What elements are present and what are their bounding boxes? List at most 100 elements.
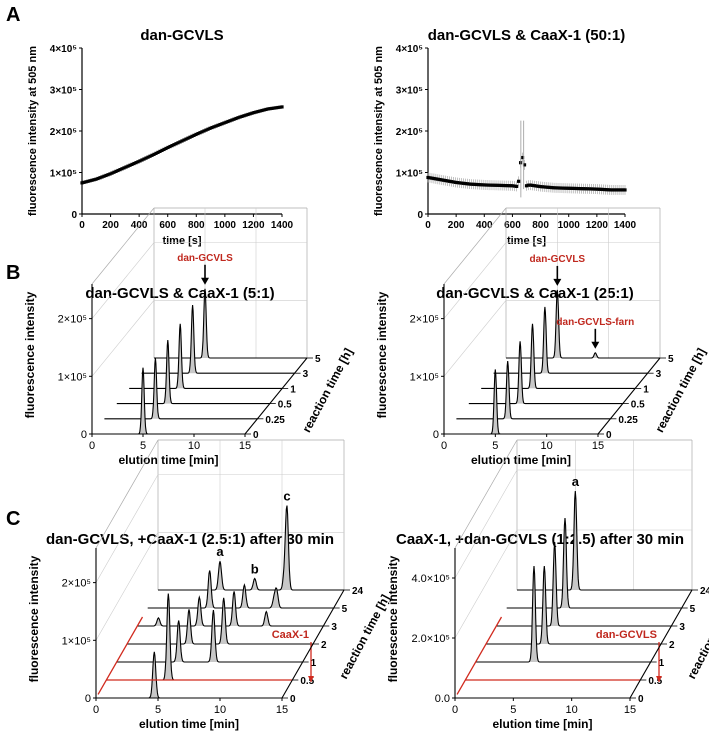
data-point [190, 134, 194, 138]
data-point [517, 179, 521, 183]
x-tick-label: 15 [624, 704, 636, 716]
chart-title: dan-GCVLS & CaaX-1 (25:1) [436, 285, 634, 302]
data-point [550, 186, 554, 190]
grid-line [95, 474, 159, 583]
x-tick-label: 15 [592, 440, 604, 452]
data-point [465, 182, 469, 186]
data-point [509, 184, 513, 188]
trace-fill [496, 542, 672, 626]
y-tick-label: 1×10⁵ [396, 169, 424, 180]
trace-line [141, 305, 295, 374]
data-point [540, 185, 544, 189]
data-point [156, 150, 160, 154]
data-point [274, 106, 278, 110]
data-point [448, 179, 452, 183]
trace-line [137, 591, 324, 627]
y-axis-label: fluorescence intensity [23, 291, 37, 418]
data-point [599, 187, 603, 191]
trace-line [147, 570, 334, 609]
data-point [536, 184, 540, 188]
data-point [150, 153, 154, 157]
annotation-arrowhead [591, 341, 600, 349]
data-point [210, 125, 214, 130]
chart-title: dan-GCVLS, +CaaX-1 (2.5:1) after 30 min [46, 531, 334, 548]
y-tick-label: 2×10⁵ [58, 314, 87, 326]
peak-annotation: dan-GCVLS [530, 254, 586, 265]
data-point [544, 185, 548, 189]
x-axis-label: elution time [min] [471, 453, 571, 467]
data-point [122, 166, 126, 170]
data-point [477, 183, 481, 187]
grid-line [454, 439, 518, 549]
data-point [619, 188, 623, 192]
data-point [238, 115, 242, 119]
highlight-line [456, 616, 503, 695]
data-point [218, 122, 222, 127]
data-point [262, 108, 266, 112]
x-tick-label: 5 [155, 704, 161, 716]
data-point [98, 176, 102, 180]
data-point [158, 149, 162, 154]
trace-line [496, 541, 672, 627]
data-point [499, 183, 503, 188]
data-point [463, 181, 468, 186]
z-tick-label: 3 [303, 369, 309, 380]
data-point [108, 172, 112, 176]
data-point [168, 144, 172, 149]
data-point [114, 169, 118, 173]
z-tick-label: 1 [311, 658, 317, 669]
y-tick-label: 2×10⁵ [62, 578, 91, 590]
data-point [102, 174, 106, 178]
data-point [554, 186, 558, 190]
z-tick-label: 3 [656, 369, 662, 380]
data-point [473, 182, 477, 187]
data-point [566, 186, 570, 190]
data-point [522, 163, 527, 167]
x-tick-label: 1000 [558, 220, 581, 231]
data-point [104, 173, 108, 178]
trace-line [96, 651, 282, 699]
data-point [226, 119, 230, 124]
data-point [106, 173, 110, 177]
data-point [560, 186, 564, 190]
z-axis [597, 357, 661, 435]
data-point [564, 186, 568, 190]
data-point [220, 122, 224, 126]
data-point [240, 114, 244, 118]
data-point [552, 186, 556, 190]
data-point [280, 105, 284, 109]
data-point [152, 152, 156, 156]
data-point [162, 147, 166, 152]
z-axis-label: reaction time [h] [652, 346, 708, 435]
x-tick-label: 600 [159, 220, 176, 231]
data-point [126, 164, 130, 168]
data-point [434, 177, 438, 181]
data-point [455, 181, 460, 185]
data-point [196, 131, 200, 136]
data-point [228, 119, 232, 123]
x-tick-label: 10 [541, 440, 553, 452]
y-tick-label: 4.0×10⁵ [411, 573, 450, 585]
z-axis [244, 357, 308, 435]
data-point [603, 187, 607, 192]
z-tick-label: 0.5 [300, 676, 314, 687]
data-point [444, 179, 448, 183]
data-point [534, 184, 538, 188]
data-point [613, 188, 617, 192]
data-point [176, 141, 180, 145]
y-axis-label: fluorescence intensity [27, 555, 41, 682]
data-point [276, 105, 280, 110]
data-point [134, 161, 138, 165]
annotation-arrowhead [553, 278, 562, 286]
chart-C1: dan-GCVLS, +CaaX-1 (2.5:1) after 30 min 2… [27, 439, 393, 731]
chart-title: dan-GCVLS & CaaX-1 (50:1) [428, 27, 626, 44]
data-point [146, 155, 150, 159]
z-tick-label: 0.5 [631, 400, 645, 411]
grid-line [91, 242, 155, 319]
z-tick-label: 5 [342, 604, 348, 615]
peak-label: a [216, 544, 224, 559]
highlight-arrowhead [656, 676, 662, 682]
data-point [116, 168, 120, 173]
